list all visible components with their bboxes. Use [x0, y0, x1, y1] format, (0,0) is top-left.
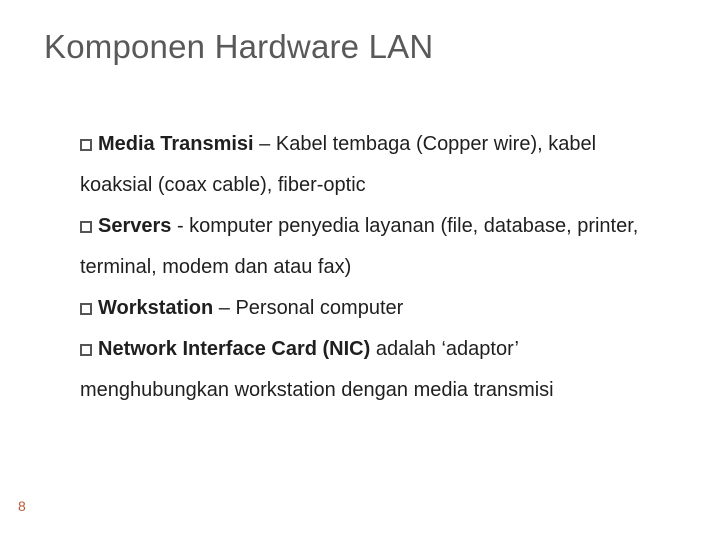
list-item: Servers - komputer penyedia layanan (fil…: [80, 206, 666, 288]
bullet-bold: Network Interface Card (NIC): [98, 338, 370, 360]
bullet-list: Media Transmisi – Kabel tembaga (Copper …: [44, 124, 676, 411]
square-bullet-icon: [80, 303, 92, 315]
square-bullet-icon: [80, 221, 92, 233]
square-bullet-icon: [80, 344, 92, 356]
list-item: Media Transmisi – Kabel tembaga (Copper …: [80, 124, 666, 206]
list-item: Network Interface Card (NIC) adalah ‘ada…: [80, 329, 666, 411]
slide: Komponen Hardware LAN Media Transmisi – …: [0, 0, 720, 540]
bullet-bold: Media Transmisi: [98, 133, 254, 155]
list-item: Workstation – Personal computer: [80, 288, 666, 329]
bullet-text: – Personal computer: [213, 297, 403, 319]
slide-title: Komponen Hardware LAN: [44, 28, 676, 66]
bullet-bold: Workstation: [98, 297, 213, 319]
page-number: 8: [18, 498, 26, 514]
bullet-bold: Servers: [98, 215, 171, 237]
square-bullet-icon: [80, 139, 92, 151]
